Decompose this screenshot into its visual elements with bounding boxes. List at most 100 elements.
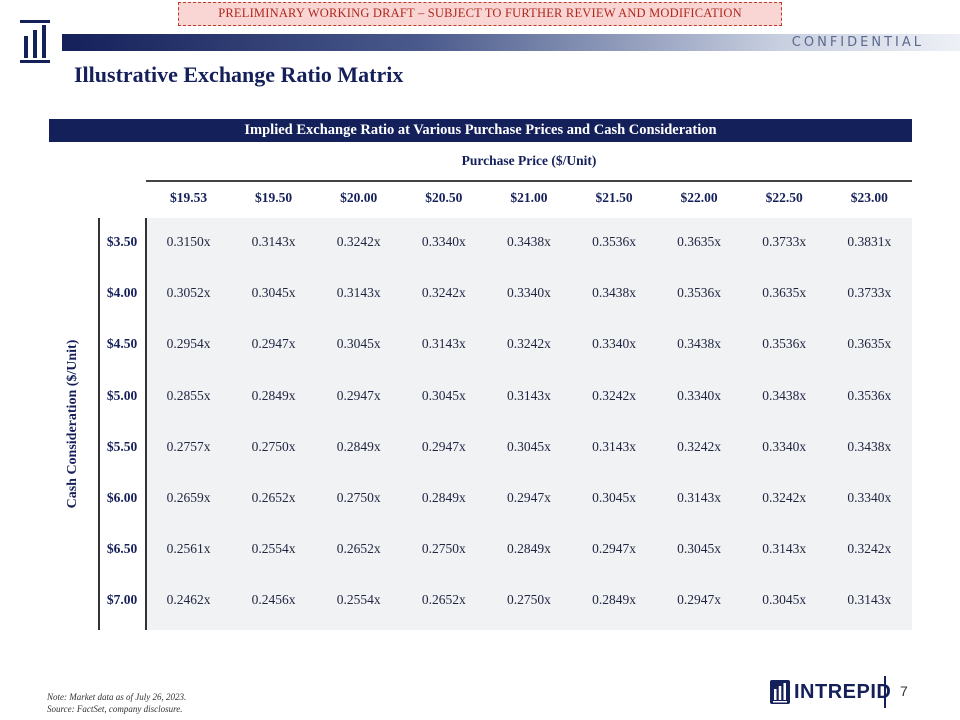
ratio-cell: 0.3438x (762, 387, 807, 403)
price-header-cell: $19.50 (255, 190, 293, 205)
cash-row-label: $7.00 (106, 592, 138, 608)
matrix-row: $5.00 0.2855x 0.2849x 0.2947x 0.3045x 0.3143x… (100, 388, 912, 410)
ratio-cell: 0.3536x (847, 387, 892, 403)
ratio-cell: 0.2652x (421, 592, 466, 608)
ratio-cell: 0.2947x (592, 541, 636, 557)
table-header: Implied Exchange Ratio at Various Purcha… (49, 119, 912, 142)
ratio-cell: 0.2954x (166, 336, 211, 352)
ratio-cell: 0.3045x (251, 285, 296, 301)
ratio-cell: 0.2947x (251, 336, 296, 352)
price-header-cell: $20.50 (425, 190, 463, 205)
ratio-cell: 0.2750x (336, 490, 381, 505)
ratio-cell: 0.2849x (421, 490, 466, 505)
ratio-cell: 0.3242x (592, 387, 636, 403)
ratio-cell: 0.2659x (166, 490, 211, 505)
ratio-cell: 0.3438x (847, 438, 892, 454)
ratio-cell: 0.3733x (762, 234, 807, 249)
ratio-cell: 0.3143x (336, 285, 381, 301)
price-header-row: $19.53 $19.50 $20.00 $20.50 $21.00 $21.50 $22.… (146, 190, 912, 210)
ratio-cell: 0.3143x (421, 336, 466, 352)
ratio-cell: 0.2849x (336, 438, 381, 454)
ratio-cell: 0.3340x (847, 490, 892, 505)
ratio-cell: 0.2554x (251, 541, 296, 557)
matrix-row: $7.00 0.2462x 0.2456x 0.2554x 0.2652x 0.2750x… (100, 592, 912, 614)
matrix-row: $4.00 0.3052x 0.3045x 0.3143x 0.3242x 0.3340x… (100, 285, 912, 307)
ratio-cell: 0.2947x (336, 387, 381, 403)
ratio-cell: 0.2750x (251, 438, 296, 454)
ratio-cell: 0.3438x (592, 285, 636, 301)
ratio-cell: 0.3045x (762, 592, 807, 608)
ratio-cell: 0.2757x (166, 438, 211, 454)
ratio-cell: 0.2947x (421, 438, 466, 454)
ratio-cell: 0.3831x (847, 234, 892, 249)
ratio-cell: 0.3438x (677, 336, 722, 352)
ratio-cell: 0.3045x (336, 336, 381, 352)
price-header-cell: $23.00 (850, 190, 888, 205)
ratio-cell: 0.3143x (762, 541, 807, 557)
ratio-cell: 0.3242x (677, 438, 722, 454)
ratio-cell: 0.2456x (251, 592, 296, 608)
ratio-cell: 0.2561x (166, 541, 211, 557)
cash-row-label: $4.00 (106, 285, 138, 301)
ratio-cell: 0.3635x (677, 234, 722, 249)
matrix-row: $6.50 0.2561x 0.2554x 0.2652x 0.2750x 0.2849x… (100, 541, 912, 563)
price-header-cell: $20.00 (340, 190, 378, 205)
ratio-cell: 0.3635x (762, 285, 807, 301)
cash-row-label: $5.00 (106, 387, 138, 403)
matrix-background (146, 218, 912, 630)
ratio-cell: 0.2750x (506, 592, 551, 608)
cash-row-label: $6.00 (106, 490, 138, 505)
ratio-cell: 0.2750x (421, 541, 466, 557)
footer-separator (884, 676, 886, 708)
ratio-cell: 0.3045x (421, 387, 466, 403)
footnote: Note: Market data as of July 26, 2023. S… (47, 691, 186, 715)
price-header-cell: $19.53 (169, 190, 208, 205)
ratio-cell: 0.2652x (251, 490, 296, 505)
ratio-cell: 0.3150x (166, 234, 211, 249)
ratio-cell: 0.3340x (506, 285, 551, 301)
ratio-cell: 0.3143x (592, 438, 636, 454)
company-logo-icon (20, 20, 50, 63)
price-header-cell: $22.00 (680, 190, 718, 205)
footnote-source: Source: FactSet, company disclosure. (47, 704, 183, 714)
brand-logo: INTREPID (770, 678, 891, 706)
ratio-cell: 0.3143x (677, 490, 722, 505)
ratio-cell: 0.3143x (847, 592, 892, 608)
cash-row-label: $3.50 (106, 234, 138, 249)
ratio-cell: 0.3536x (762, 336, 807, 352)
ratio-cell: 0.3045x (677, 541, 722, 557)
price-header-cell: $22.50 (765, 190, 803, 205)
cash-consideration-axis-label: Cash Consideration ($/Unit) (65, 339, 80, 509)
ratio-cell: 0.3536x (677, 285, 722, 301)
confidential-label: CONFIDENTIAL (791, 35, 924, 50)
ratio-cell: 0.3143x (251, 234, 296, 249)
ratio-cell: 0.3242x (421, 285, 466, 301)
ratio-cell: 0.2947x (506, 490, 551, 505)
ratio-cell: 0.2462x (166, 592, 211, 608)
ratio-cell: 0.2849x (251, 387, 296, 403)
header-gradient-bar (62, 34, 960, 51)
ratio-cell: 0.3242x (336, 234, 381, 249)
ratio-cell: 0.3242x (847, 541, 892, 557)
matrix-row: $4.50 0.2954x 0.2947x 0.3045x 0.3143x 0.3242x… (100, 336, 912, 358)
ratio-cell: 0.3340x (762, 438, 807, 454)
row-label-rule-right (145, 218, 147, 630)
ratio-cell: 0.3143x (506, 387, 551, 403)
cash-row-label: $4.50 (106, 336, 138, 352)
price-header-cell: $21.00 (510, 190, 548, 205)
footnote-note: Note: Market data as of July 26, 2023. (47, 692, 187, 702)
purchase-price-label: Purchase Price ($/Unit) (461, 153, 597, 168)
ratio-cell: 0.2849x (506, 541, 551, 557)
price-header-cell: $21.50 (595, 190, 633, 205)
ratio-cell: 0.2947x (677, 592, 722, 608)
ratio-cell: 0.3242x (762, 490, 807, 505)
draft-banner: PRELIMINARY WORKING DRAFT – SUBJECT TO F… (178, 2, 782, 26)
ratio-cell: 0.3340x (592, 336, 636, 352)
page-number: 7 (900, 683, 908, 699)
brand-icon (770, 680, 790, 704)
matrix-row: $6.00 0.2659x 0.2652x 0.2750x 0.2849x 0.2947x… (100, 490, 912, 512)
ratio-cell: 0.2554x (336, 592, 381, 608)
matrix-row: $5.50 0.2757x 0.2750x 0.2849x 0.2947x 0.3045x… (100, 439, 912, 461)
header-rule (146, 180, 912, 182)
brand-name: INTREPID (794, 680, 892, 703)
